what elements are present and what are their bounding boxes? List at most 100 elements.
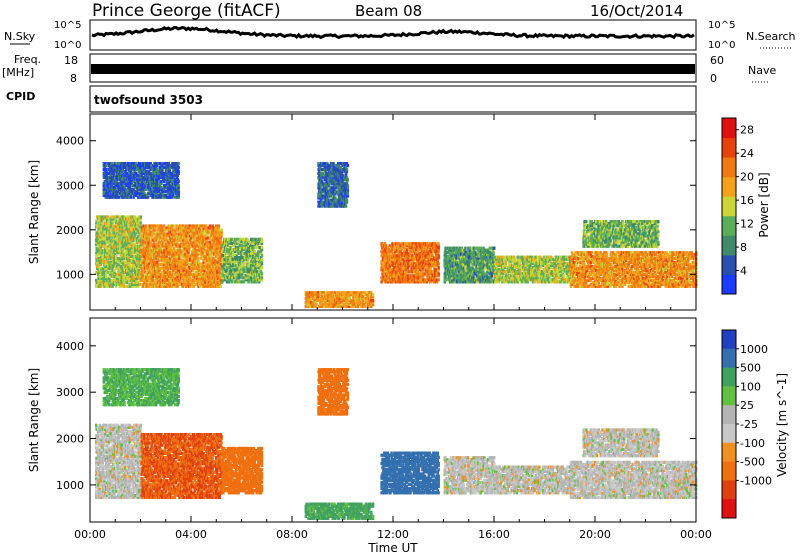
power-echo-cell — [413, 262, 416, 266]
power-echo-cell — [109, 219, 112, 223]
power-echo-cell — [158, 254, 161, 258]
cpid-value: twofsound 3503 — [94, 93, 203, 107]
power-echo-cell — [124, 235, 127, 239]
power-echo-cell — [465, 274, 468, 278]
power-echo-cell — [96, 247, 100, 251]
power-echo-cell — [95, 219, 98, 223]
power-echo-cell — [201, 240, 204, 244]
power-echo-cell — [108, 231, 112, 235]
power-echo-cell — [170, 262, 173, 266]
power-echo-cell — [260, 276, 264, 280]
power-echo-cell — [417, 256, 420, 260]
power-echo-cell — [151, 252, 154, 256]
power-echo-cell — [154, 244, 157, 248]
power-echo-cell — [426, 272, 430, 276]
power-echo-cell — [423, 258, 426, 262]
power-echo-cell — [208, 252, 212, 256]
power-echo-cell — [173, 236, 177, 240]
power-echo-cell — [397, 276, 400, 280]
power-echo-cell — [210, 238, 213, 242]
cpid-label: CPID — [6, 90, 35, 103]
power-echo-cell — [468, 258, 472, 262]
power-echo-cell — [337, 295, 341, 299]
power-echo-cell — [97, 227, 101, 231]
power-echo-cell — [116, 280, 119, 284]
power-echo-cell — [127, 257, 131, 261]
power-echo-cell — [192, 284, 195, 288]
power-echo-cell — [420, 250, 423, 254]
power-echo-cell — [186, 254, 189, 258]
power-echo-cell — [113, 229, 116, 233]
power-echo-cell — [138, 247, 142, 251]
power-echo-cell — [133, 282, 136, 286]
power-echo-cell — [334, 300, 337, 305]
power-echo-cell — [167, 282, 170, 286]
power-echo-cell — [154, 254, 158, 258]
power-echo-cell — [247, 276, 250, 280]
freq-trace — [91, 64, 695, 74]
power-echo-cell — [387, 272, 390, 276]
power-echo-cell — [193, 256, 196, 260]
power-echo-cell — [195, 272, 198, 276]
power-echo-cell — [244, 274, 247, 278]
power-echo-cell — [208, 264, 212, 268]
power-echo-cell — [195, 230, 198, 234]
power-echo-cell — [175, 240, 178, 244]
power-echo-cell — [195, 232, 198, 236]
power-echo-cell — [226, 239, 230, 243]
power-echo-cell — [194, 282, 197, 286]
power-echo-cell — [130, 274, 133, 278]
power-echo-cell — [206, 228, 209, 232]
power-echo-cell — [352, 300, 355, 305]
power-echo-cell — [434, 270, 438, 274]
power-echo-cell — [258, 278, 261, 282]
power-echo-cell — [98, 231, 102, 235]
power-echo-cell — [329, 297, 333, 301]
power-echo-cell — [139, 245, 142, 249]
power-echo-cell — [465, 250, 468, 254]
power-echo-cell — [122, 282, 125, 286]
power-echo-cell — [128, 264, 132, 269]
power-echo-cell — [338, 304, 342, 308]
power-echo-cell — [444, 266, 447, 270]
power-echo-cell — [145, 276, 148, 280]
power-echo-cell — [150, 234, 153, 238]
power-echo-cell — [120, 253, 123, 257]
power-echo-cell — [198, 240, 202, 244]
power-echo-cell — [411, 246, 414, 250]
power-echo-cell — [310, 291, 313, 295]
power-echo-cell — [197, 256, 200, 260]
power-echo-cell — [171, 274, 175, 278]
power-echo-cell — [161, 252, 164, 256]
power-echo-cell — [411, 254, 414, 258]
power-echo-cell — [250, 245, 254, 250]
power-echo-cell — [314, 304, 317, 308]
power-echo-cell — [114, 253, 117, 257]
power-echo-cell — [419, 272, 422, 276]
power-echo-cell — [219, 284, 222, 288]
power-echo-cell — [100, 253, 103, 257]
power-echo-cell — [165, 284, 168, 288]
power-echo-cell — [153, 282, 156, 286]
power-echo-cell — [121, 249, 124, 253]
power-echo-cell — [216, 264, 220, 268]
power-echo-cell — [394, 250, 397, 254]
power-echo-cell — [225, 249, 229, 254]
power-echo-cell — [136, 237, 139, 241]
power-echo-cell — [250, 243, 253, 247]
power-echo-cell — [233, 258, 236, 262]
power-echo-cell — [160, 248, 163, 252]
power-echo-cell — [393, 272, 396, 276]
power-echo-cell — [464, 270, 467, 274]
power-echo-cell — [221, 272, 224, 276]
power-echo-cell — [126, 257, 129, 261]
power-echo-cell — [220, 230, 223, 234]
power-echo-cell — [208, 236, 212, 240]
power-echo-cell — [154, 228, 157, 232]
power-echo-cell — [317, 295, 320, 299]
power-echo-cell — [136, 270, 139, 275]
power-echo-cell — [228, 254, 231, 258]
power-echo-cell — [141, 254, 144, 258]
power-echo-cell — [158, 282, 161, 286]
power-echo-cell — [396, 270, 400, 274]
